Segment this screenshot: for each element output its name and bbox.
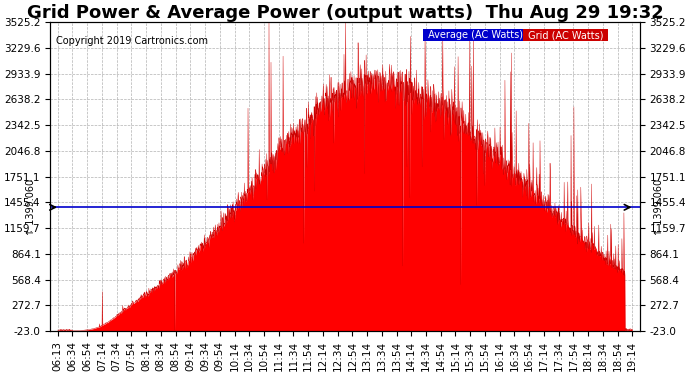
Text: Grid (AC Watts): Grid (AC Watts) xyxy=(524,30,607,40)
Title: Grid Power & Average Power (output watts)  Thu Aug 29 19:32: Grid Power & Average Power (output watts… xyxy=(27,4,663,22)
Text: ↑ 1399.060: ↑ 1399.060 xyxy=(653,179,664,236)
Text: Average (AC Watts): Average (AC Watts) xyxy=(424,30,526,40)
Text: ↑ 1399.060: ↑ 1399.060 xyxy=(26,179,37,236)
Text: Copyright 2019 Cartronics.com: Copyright 2019 Cartronics.com xyxy=(57,36,208,46)
